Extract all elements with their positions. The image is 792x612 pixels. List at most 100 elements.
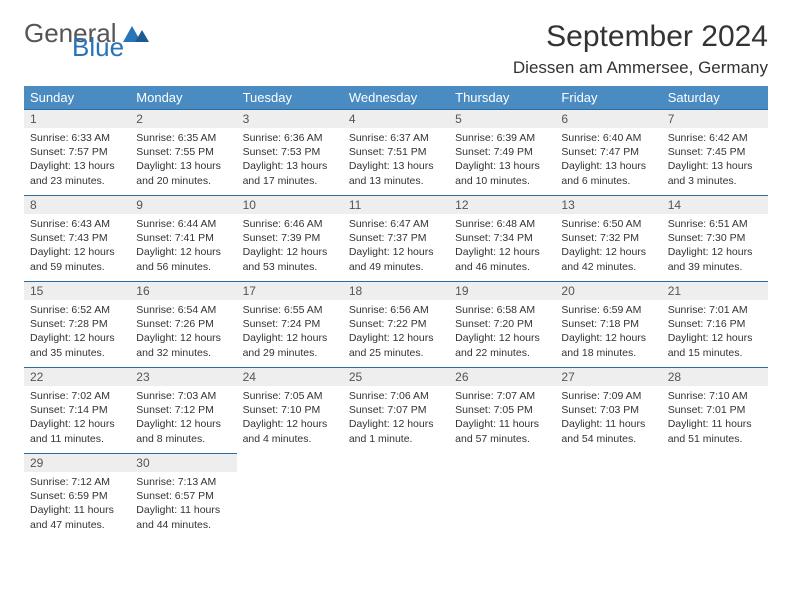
sunset-line: Sunset: 6:57 PM	[136, 489, 230, 503]
day-body: Sunrise: 6:37 AMSunset: 7:51 PMDaylight:…	[343, 128, 449, 194]
weekday-tuesday: Tuesday	[237, 86, 343, 109]
sunset-line: Sunset: 7:51 PM	[349, 145, 443, 159]
sunset-line: Sunset: 7:49 PM	[455, 145, 549, 159]
calendar-cell: 13Sunrise: 6:50 AMSunset: 7:32 PMDayligh…	[555, 195, 661, 281]
sunrise-line: Sunrise: 6:56 AM	[349, 303, 443, 317]
daylight-line: Daylight: 12 hours and 49 minutes.	[349, 245, 443, 273]
day-number: 22	[24, 368, 130, 386]
day-body: Sunrise: 6:50 AMSunset: 7:32 PMDaylight:…	[555, 214, 661, 280]
day-body: Sunrise: 6:52 AMSunset: 7:28 PMDaylight:…	[24, 300, 130, 366]
daylight-line: Daylight: 12 hours and 8 minutes.	[136, 417, 230, 445]
day-number: 11	[343, 196, 449, 214]
daylight-line: Daylight: 12 hours and 46 minutes.	[455, 245, 549, 273]
day-number: 23	[130, 368, 236, 386]
day-body: Sunrise: 6:54 AMSunset: 7:26 PMDaylight:…	[130, 300, 236, 366]
calendar-cell: 25Sunrise: 7:06 AMSunset: 7:07 PMDayligh…	[343, 367, 449, 453]
sunrise-line: Sunrise: 6:37 AM	[349, 131, 443, 145]
sunrise-line: Sunrise: 6:48 AM	[455, 217, 549, 231]
calendar-cell: 4Sunrise: 6:37 AMSunset: 7:51 PMDaylight…	[343, 109, 449, 195]
daylight-line: Daylight: 12 hours and 39 minutes.	[668, 245, 762, 273]
day-number: 17	[237, 282, 343, 300]
day-number: 6	[555, 110, 661, 128]
daylight-line: Daylight: 13 hours and 23 minutes.	[30, 159, 124, 187]
day-body: Sunrise: 6:51 AMSunset: 7:30 PMDaylight:…	[662, 214, 768, 280]
sunset-line: Sunset: 7:12 PM	[136, 403, 230, 417]
sunset-line: Sunset: 7:10 PM	[243, 403, 337, 417]
day-body: Sunrise: 7:07 AMSunset: 7:05 PMDaylight:…	[449, 386, 555, 452]
weekday-wednesday: Wednesday	[343, 86, 449, 109]
day-number: 4	[343, 110, 449, 128]
sunset-line: Sunset: 7:05 PM	[455, 403, 549, 417]
day-body: Sunrise: 6:59 AMSunset: 7:18 PMDaylight:…	[555, 300, 661, 366]
day-number: 5	[449, 110, 555, 128]
calendar-cell: 3Sunrise: 6:36 AMSunset: 7:53 PMDaylight…	[237, 109, 343, 195]
calendar-cell	[237, 453, 343, 539]
daylight-line: Daylight: 12 hours and 4 minutes.	[243, 417, 337, 445]
day-number: 10	[237, 196, 343, 214]
sunrise-line: Sunrise: 6:55 AM	[243, 303, 337, 317]
sunrise-line: Sunrise: 6:58 AM	[455, 303, 549, 317]
day-body: Sunrise: 6:44 AMSunset: 7:41 PMDaylight:…	[130, 214, 236, 280]
day-body: Sunrise: 6:55 AMSunset: 7:24 PMDaylight:…	[237, 300, 343, 366]
calendar-cell: 22Sunrise: 7:02 AMSunset: 7:14 PMDayligh…	[24, 367, 130, 453]
sunrise-line: Sunrise: 6:50 AM	[561, 217, 655, 231]
sunset-line: Sunset: 7:32 PM	[561, 231, 655, 245]
daylight-line: Daylight: 11 hours and 57 minutes.	[455, 417, 549, 445]
day-body: Sunrise: 7:06 AMSunset: 7:07 PMDaylight:…	[343, 386, 449, 452]
day-number: 15	[24, 282, 130, 300]
calendar-cell: 12Sunrise: 6:48 AMSunset: 7:34 PMDayligh…	[449, 195, 555, 281]
day-body: Sunrise: 6:56 AMSunset: 7:22 PMDaylight:…	[343, 300, 449, 366]
daylight-line: Daylight: 11 hours and 51 minutes.	[668, 417, 762, 445]
day-body: Sunrise: 7:10 AMSunset: 7:01 PMDaylight:…	[662, 386, 768, 452]
sunrise-line: Sunrise: 7:09 AM	[561, 389, 655, 403]
day-number: 13	[555, 196, 661, 214]
daylight-line: Daylight: 12 hours and 35 minutes.	[30, 331, 124, 359]
title-block: September 2024 Diessen am Ammersee, Germ…	[513, 20, 768, 80]
calendar-body: 1Sunrise: 6:33 AMSunset: 7:57 PMDaylight…	[24, 109, 768, 539]
daylight-line: Daylight: 12 hours and 18 minutes.	[561, 331, 655, 359]
calendar-cell: 1Sunrise: 6:33 AMSunset: 7:57 PMDaylight…	[24, 109, 130, 195]
sunset-line: Sunset: 7:53 PM	[243, 145, 337, 159]
day-number: 24	[237, 368, 343, 386]
daylight-line: Daylight: 11 hours and 44 minutes.	[136, 503, 230, 531]
sunset-line: Sunset: 7:20 PM	[455, 317, 549, 331]
daylight-line: Daylight: 12 hours and 42 minutes.	[561, 245, 655, 273]
sunset-line: Sunset: 7:43 PM	[30, 231, 124, 245]
daylight-line: Daylight: 12 hours and 1 minute.	[349, 417, 443, 445]
day-body: Sunrise: 6:35 AMSunset: 7:55 PMDaylight:…	[130, 128, 236, 194]
sunset-line: Sunset: 7:28 PM	[30, 317, 124, 331]
calendar-cell: 5Sunrise: 6:39 AMSunset: 7:49 PMDaylight…	[449, 109, 555, 195]
day-body: Sunrise: 6:39 AMSunset: 7:49 PMDaylight:…	[449, 128, 555, 194]
calendar-cell: 16Sunrise: 6:54 AMSunset: 7:26 PMDayligh…	[130, 281, 236, 367]
day-number: 1	[24, 110, 130, 128]
day-body: Sunrise: 7:13 AMSunset: 6:57 PMDaylight:…	[130, 472, 236, 538]
calendar-cell: 11Sunrise: 6:47 AMSunset: 7:37 PMDayligh…	[343, 195, 449, 281]
daylight-line: Daylight: 13 hours and 3 minutes.	[668, 159, 762, 187]
weekday-monday: Monday	[130, 86, 236, 109]
daylight-line: Daylight: 12 hours and 29 minutes.	[243, 331, 337, 359]
page-title: September 2024	[513, 20, 768, 54]
calendar-cell	[343, 453, 449, 539]
calendar-cell: 2Sunrise: 6:35 AMSunset: 7:55 PMDaylight…	[130, 109, 236, 195]
weekday-saturday: Saturday	[662, 86, 768, 109]
sunrise-line: Sunrise: 7:06 AM	[349, 389, 443, 403]
daylight-line: Daylight: 12 hours and 59 minutes.	[30, 245, 124, 273]
daylight-line: Daylight: 13 hours and 10 minutes.	[455, 159, 549, 187]
logo-word2: Blue	[72, 32, 124, 62]
day-body: Sunrise: 6:36 AMSunset: 7:53 PMDaylight:…	[237, 128, 343, 194]
day-number: 26	[449, 368, 555, 386]
sunrise-line: Sunrise: 6:39 AM	[455, 131, 549, 145]
sunset-line: Sunset: 7:07 PM	[349, 403, 443, 417]
sunrise-line: Sunrise: 6:54 AM	[136, 303, 230, 317]
calendar-header-row: Sunday Monday Tuesday Wednesday Thursday…	[24, 86, 768, 109]
calendar-cell: 29Sunrise: 7:12 AMSunset: 6:59 PMDayligh…	[24, 453, 130, 539]
calendar-cell: 6Sunrise: 6:40 AMSunset: 7:47 PMDaylight…	[555, 109, 661, 195]
calendar-cell: 17Sunrise: 6:55 AMSunset: 7:24 PMDayligh…	[237, 281, 343, 367]
day-body: Sunrise: 7:02 AMSunset: 7:14 PMDaylight:…	[24, 386, 130, 452]
sunrise-line: Sunrise: 6:51 AM	[668, 217, 762, 231]
sunrise-line: Sunrise: 6:36 AM	[243, 131, 337, 145]
calendar-cell: 15Sunrise: 6:52 AMSunset: 7:28 PMDayligh…	[24, 281, 130, 367]
sunrise-line: Sunrise: 7:01 AM	[668, 303, 762, 317]
location-label: Diessen am Ammersee, Germany	[513, 58, 768, 78]
sunset-line: Sunset: 7:30 PM	[668, 231, 762, 245]
